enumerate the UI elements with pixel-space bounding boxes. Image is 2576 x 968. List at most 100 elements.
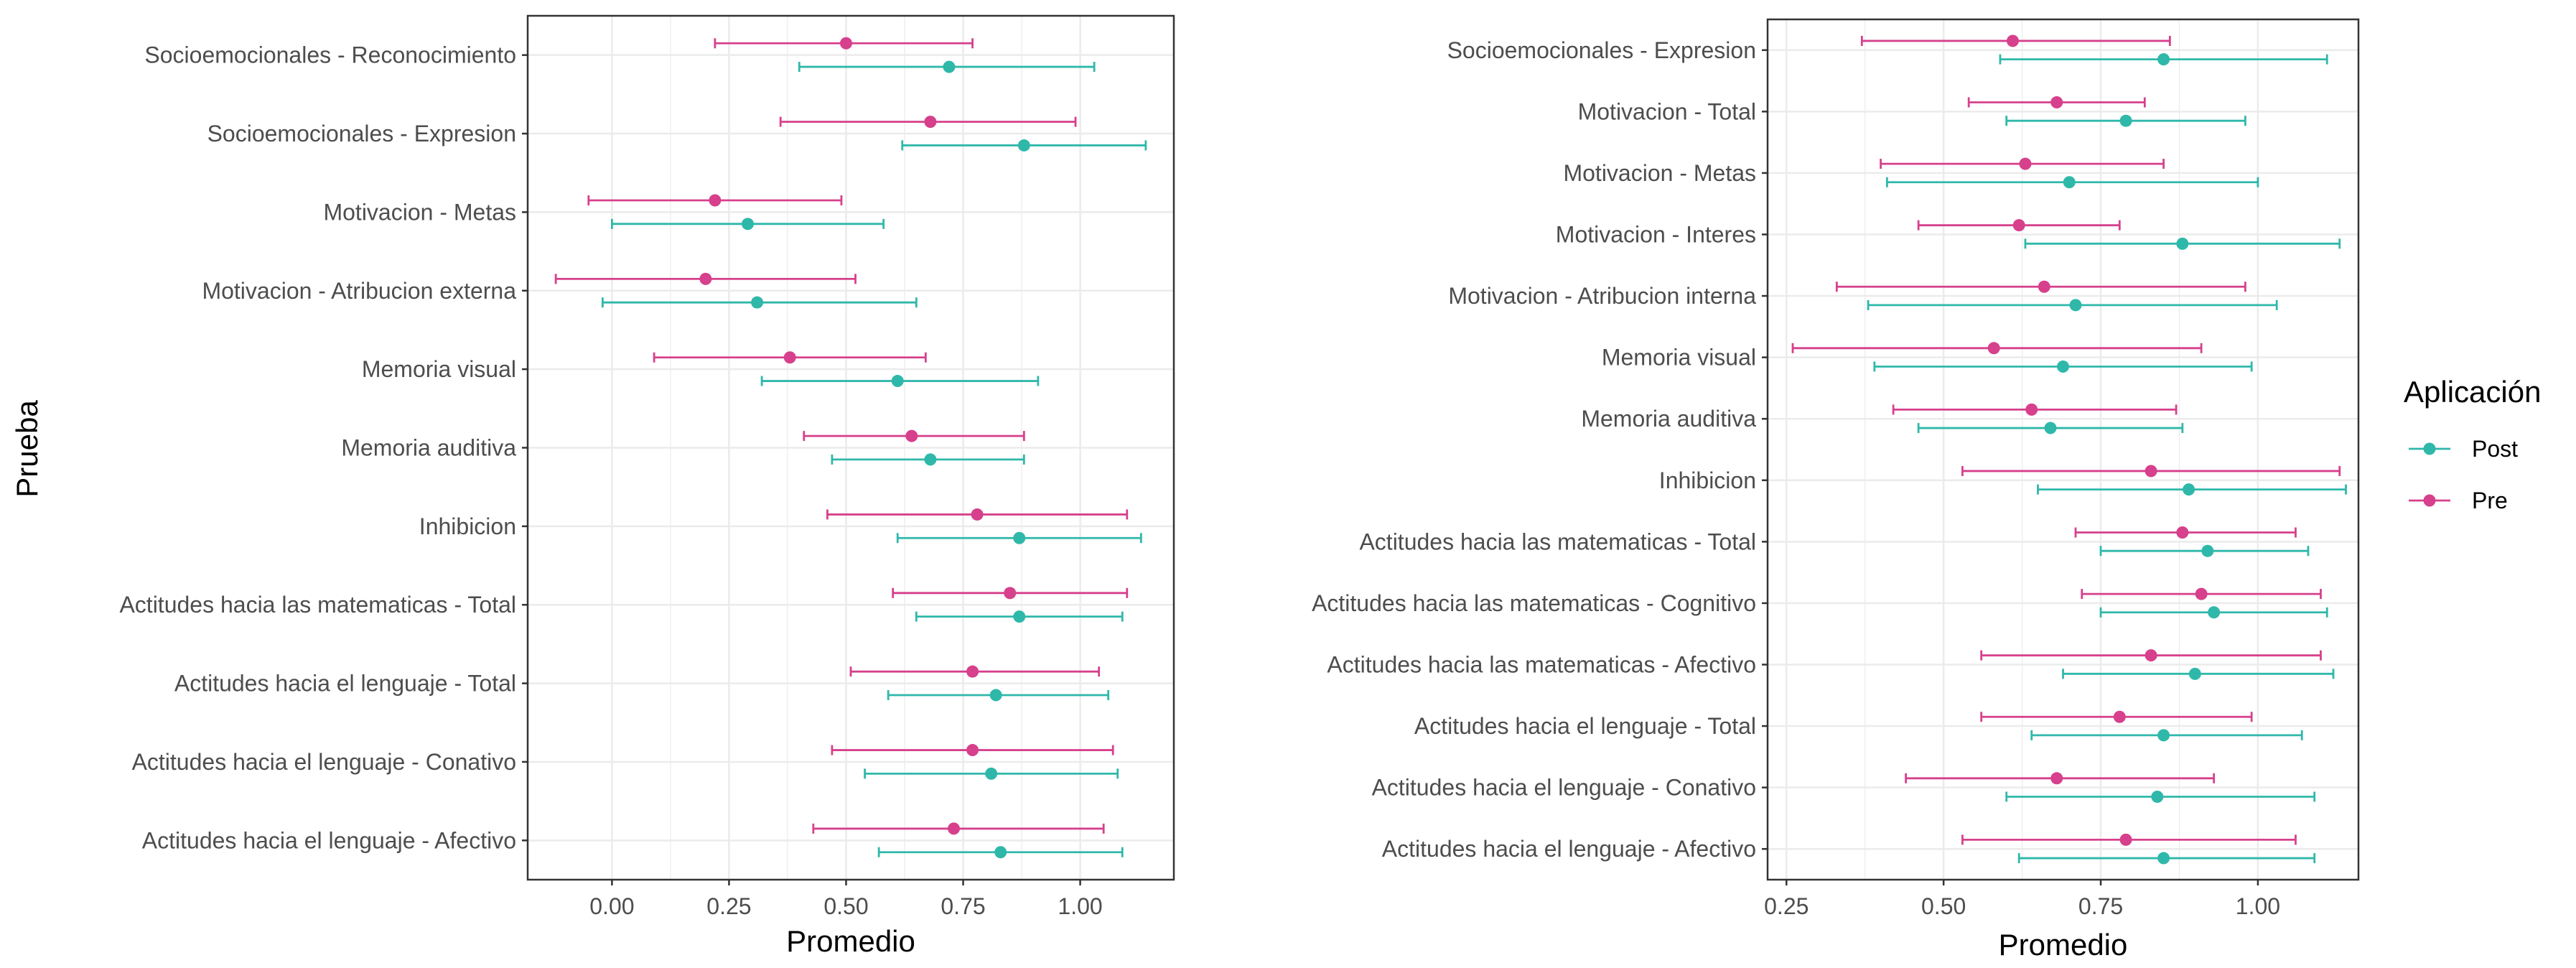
errorbar-pre [587, 194, 843, 207]
y-tick-label: Actitudes hacia las matematicas - Total [1359, 529, 1756, 554]
mean-point-pre [839, 37, 852, 50]
errorbar-pre [653, 351, 927, 364]
left-y-axis-title: Prueba [10, 400, 44, 498]
mean-point-post [943, 60, 956, 73]
errorbar-post [2030, 729, 2303, 742]
errorbar-pre [831, 744, 1114, 757]
mean-point-pre [905, 429, 918, 442]
right-panel-grid [1768, 19, 2358, 880]
errorbar-pre [2074, 526, 2297, 539]
errorbar-pre [812, 822, 1105, 835]
y-tick-label: Socioemocionales - Expresion [1447, 37, 1756, 63]
right-panel-x-tick-labels: 0.25 0.50 0.75 1.00 [1764, 880, 2280, 919]
x-tick-label: 0.50 [823, 893, 868, 919]
legend-key-point [2423, 442, 2436, 455]
errorbar-post [1917, 422, 2184, 434]
mean-point-post [2069, 299, 2082, 312]
legend-title: Aplicación [2404, 375, 2541, 409]
mean-point-post [2208, 606, 2221, 619]
mean-point-post [2188, 667, 2201, 680]
y-tick-label: Actitudes hacia el lenguaje - Total [1414, 713, 1756, 739]
errorbar-pre [1905, 772, 2216, 785]
mean-point-pre [2019, 157, 2032, 170]
mean-point-pre [2176, 526, 2189, 539]
errorbar-post [896, 531, 1142, 544]
errorbar-pre [803, 429, 1025, 442]
mean-point-pre [947, 822, 960, 835]
mean-point-pre [1987, 342, 2000, 355]
mean-point-pre [2119, 833, 2132, 846]
legend-entries: Post Pre [2409, 436, 2518, 513]
errorbar-post [2017, 852, 2316, 865]
y-tick-label: Actitudes hacia el lenguaje - Total [174, 671, 516, 697]
errorbar-post [2099, 606, 2328, 619]
left-panel-grid [528, 16, 1174, 880]
errorbar-pre [849, 665, 1101, 678]
mean-point-post [2157, 852, 2170, 865]
errorbar-pre [1917, 219, 2121, 232]
left-panel: Socioemocionales - Reconocimiento Socioem… [10, 14, 1175, 958]
y-tick-label: Actitudes hacia el lenguaje - Afectivo [1382, 836, 1756, 862]
errorbar-post [864, 767, 1119, 780]
errorbar-post [2099, 544, 2310, 557]
errorbar-post [901, 139, 1147, 152]
y-tick-label: Actitudes hacia el lenguaje - Conativo [1372, 775, 1756, 801]
mean-point-post [2183, 483, 2195, 496]
errorbar-pre [1835, 280, 2246, 293]
mean-point-pre [2050, 96, 2063, 109]
y-tick-label: Motivacion - Atribucion interna [1448, 283, 1756, 309]
errorbar-pre [1961, 465, 2341, 478]
y-tick-label: Actitudes hacia las matematicas - Total [119, 592, 516, 618]
mean-point-pre [2195, 587, 2208, 600]
legend-label: Post [2472, 436, 2518, 462]
errorbar-post [915, 610, 1124, 623]
legend-key-point [2423, 494, 2436, 507]
mean-point-post [2201, 544, 2214, 557]
errorbar-pre [1980, 710, 2253, 723]
y-tick-label: Memoria visual [362, 356, 516, 382]
mean-point-post [1017, 139, 1030, 152]
mean-point-pre [2038, 280, 2050, 293]
errorbar-pre [1791, 342, 2203, 355]
right-panel-y-tick-labels: Socioemocionales - Expresion Motivacion -… [1312, 37, 1768, 862]
left-x-axis-title: Promedio [786, 924, 915, 958]
mean-point-pre [971, 508, 984, 521]
errorbar-post [1873, 360, 2253, 373]
legend: Aplicación Post Pre [2404, 375, 2541, 513]
errorbar-pre [1880, 157, 2165, 170]
errorbar-pre [2081, 587, 2322, 600]
errorbar-pre [779, 116, 1077, 129]
errorbar-post [2005, 114, 2246, 127]
errorbar-pre [1892, 403, 2178, 416]
mean-point-post [985, 767, 998, 780]
y-tick-label: Memoria auditiva [1581, 406, 1756, 432]
mean-point-post [994, 846, 1007, 859]
left-panel-y-tick-labels: Socioemocionales - Reconocimiento Socioem… [119, 42, 528, 853]
mean-point-pre [2012, 219, 2025, 232]
left-panel-x-tick-labels: 0.00 0.25 0.50 0.75 1.00 [589, 880, 1103, 919]
y-tick-label: Inhibicion [1659, 467, 1756, 493]
errorbar-post [798, 60, 1096, 73]
mean-point-pre [2006, 34, 2019, 47]
mean-point-post [2157, 729, 2170, 742]
errorbar-post [610, 218, 885, 231]
y-tick-label: Motivacion - Interes [1556, 222, 1756, 248]
mean-point-pre [966, 744, 979, 757]
left-panel-marks [554, 37, 1147, 859]
errorbar-post [1885, 176, 2259, 189]
mean-point-post [2151, 790, 2164, 803]
y-tick-label: Actitudes hacia el lenguaje - Afectivo [142, 827, 516, 853]
errorbar-pre [826, 508, 1129, 521]
y-tick-label: Memoria auditiva [341, 435, 516, 461]
errorbar-post [2062, 667, 2335, 680]
errorbar-pre [714, 37, 974, 50]
errorbar-post [2005, 790, 2316, 803]
y-tick-label: Motivacion - Atribucion externa [202, 278, 516, 304]
errorbar-post [2024, 237, 2341, 250]
mean-point-post [2057, 360, 2069, 373]
mean-point-pre [924, 116, 937, 129]
mean-point-pre [2145, 465, 2157, 478]
mean-point-post [2044, 422, 2057, 434]
errorbar-pre [1967, 96, 2146, 109]
